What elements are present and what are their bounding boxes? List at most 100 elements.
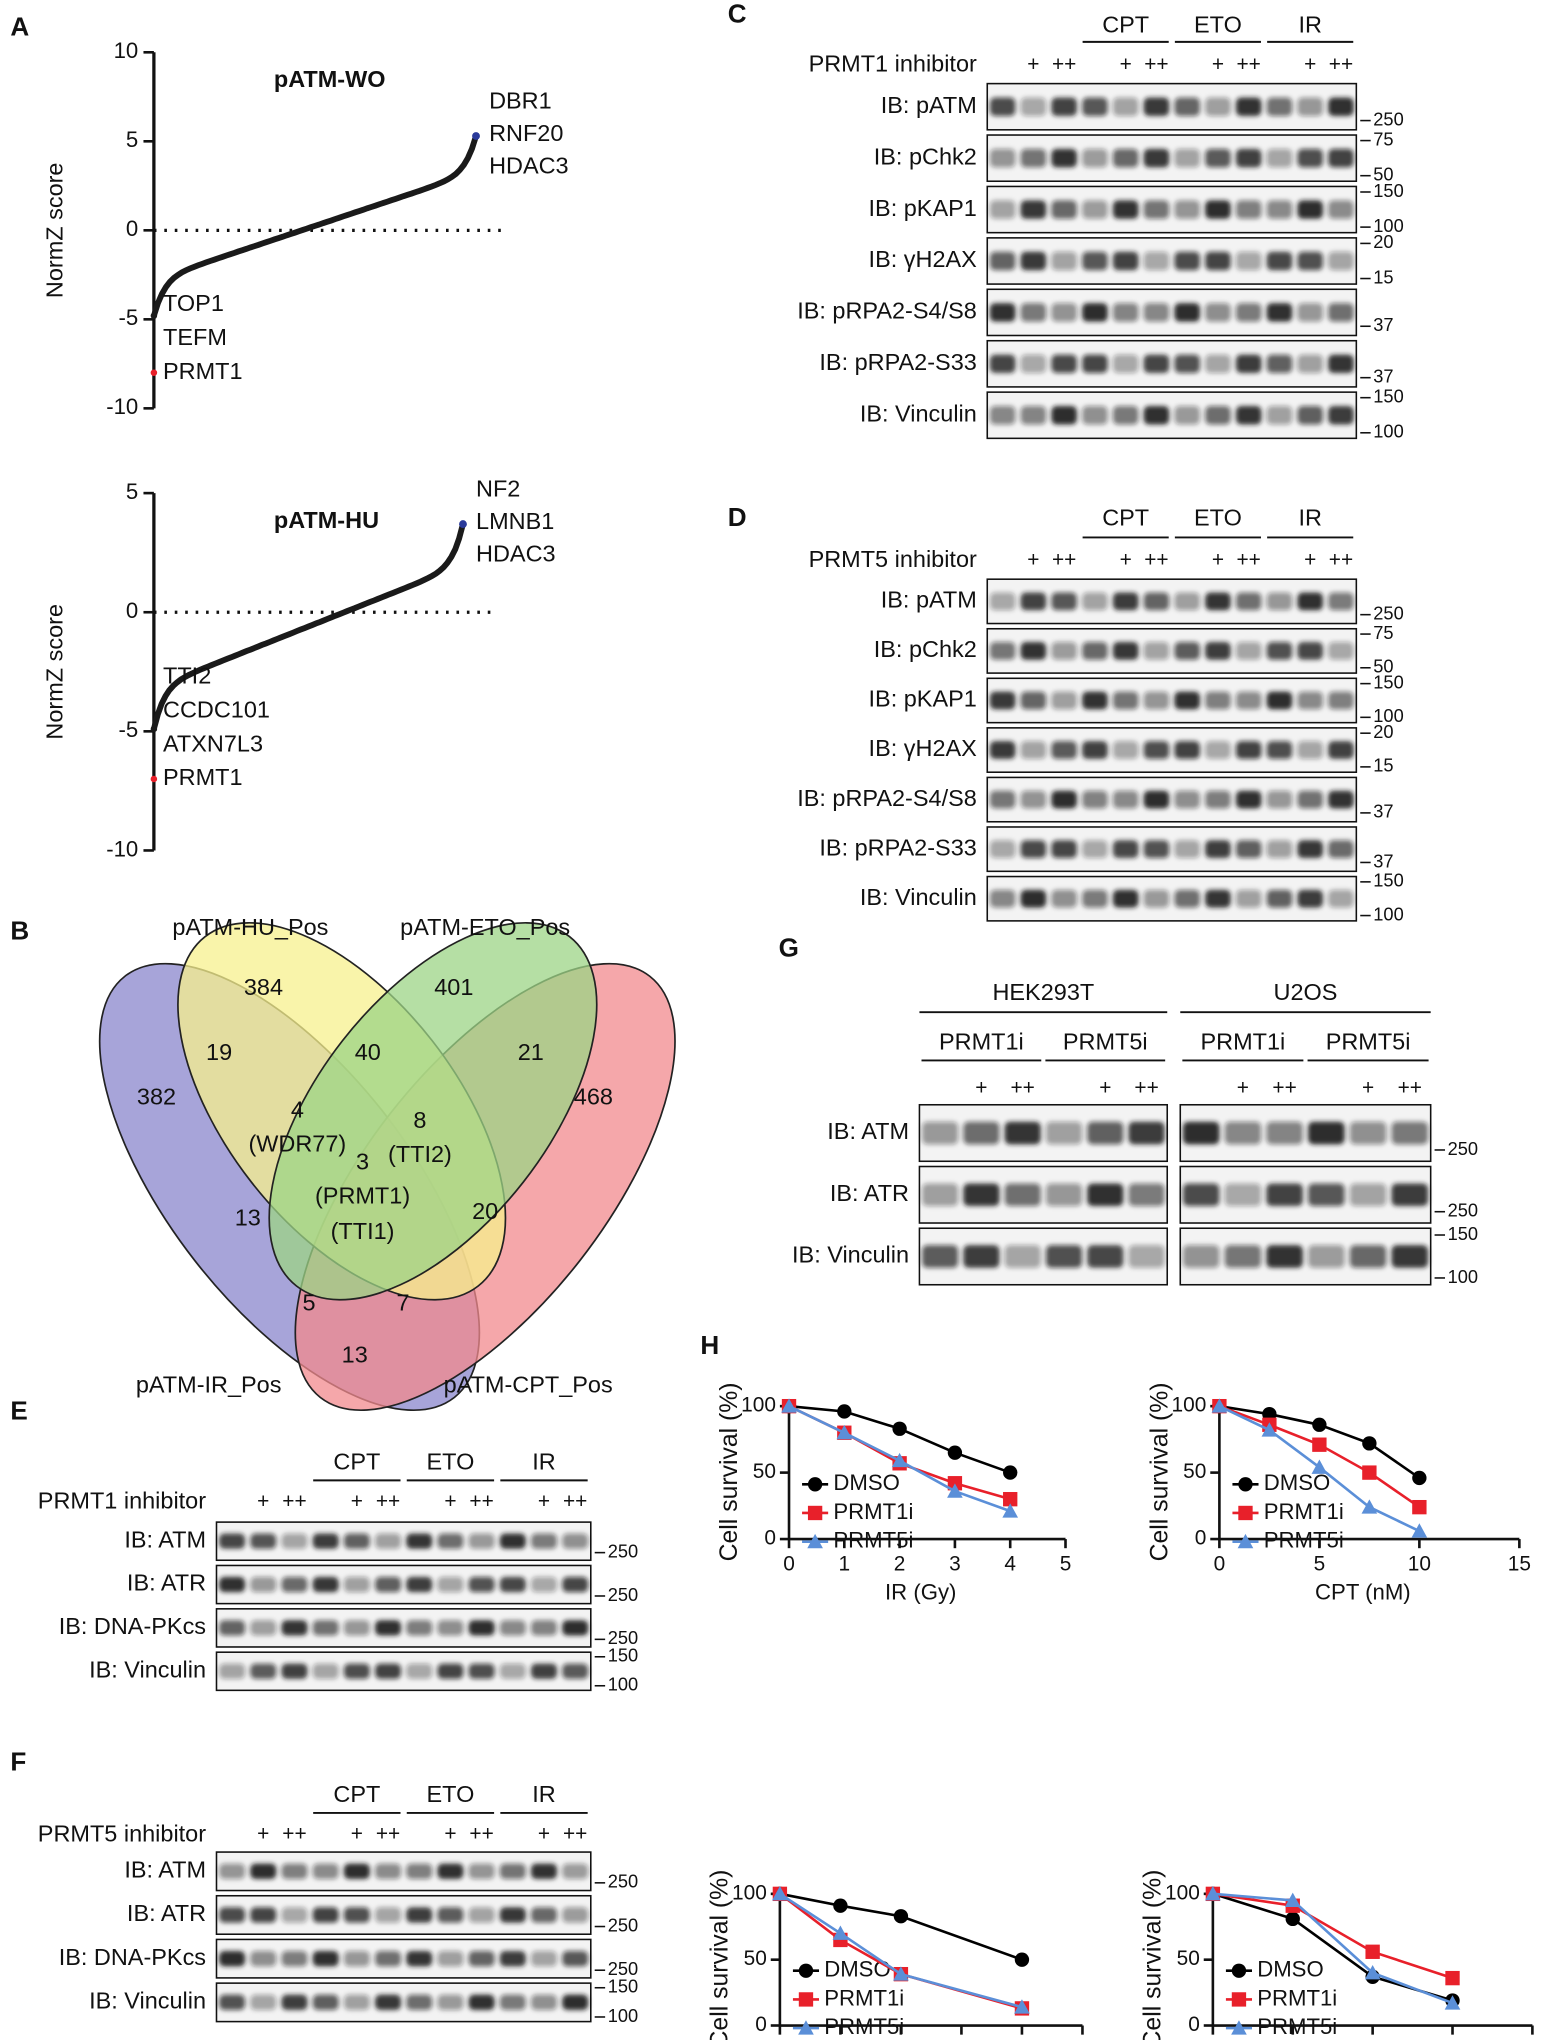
size-marker: 100 — [1373, 903, 1403, 924]
band — [1004, 1245, 1041, 1268]
band — [1235, 200, 1262, 219]
dose-label: ++ — [469, 1490, 493, 1513]
band — [343, 1907, 370, 1923]
band — [1045, 1183, 1083, 1207]
band — [1174, 200, 1200, 219]
band — [1112, 251, 1139, 271]
band — [1224, 1245, 1262, 1268]
band — [219, 1863, 246, 1879]
size-marker: 100 — [1373, 705, 1403, 726]
band — [1205, 840, 1231, 859]
blot-row-label: IB: ATR — [830, 1180, 909, 1206]
data-point — [1002, 1503, 1019, 1518]
data-point — [1412, 1499, 1427, 1515]
band — [1045, 1245, 1083, 1268]
band — [1020, 405, 1047, 425]
band — [989, 790, 1016, 809]
blot-row-label: IB: ATM — [124, 1526, 206, 1552]
band — [1051, 691, 1077, 710]
band — [1051, 840, 1077, 859]
blot-frame — [215, 1851, 592, 1892]
blot-row-label: IB: ATM — [124, 1856, 206, 1882]
band — [1082, 790, 1108, 809]
treatment-label: IR — [1298, 504, 1321, 530]
band — [1112, 405, 1139, 425]
band — [343, 1533, 370, 1549]
band — [1174, 592, 1200, 611]
legend-label: PRMT1i — [1257, 1985, 1337, 2010]
band — [1266, 592, 1293, 611]
band — [375, 1863, 402, 1879]
size-marker: 150 — [1448, 1223, 1478, 1244]
data-point — [1284, 1892, 1301, 1907]
cell-line-label: HEK293T — [992, 979, 1094, 1005]
band — [1235, 405, 1262, 425]
band — [1082, 251, 1108, 271]
band — [1235, 691, 1262, 710]
venn-count: 40 — [355, 1039, 381, 1065]
band — [312, 1533, 339, 1549]
band — [989, 840, 1016, 859]
band — [1020, 148, 1047, 168]
legend-marker — [798, 2020, 814, 2035]
band — [531, 1576, 557, 1593]
size-marker: 100 — [1448, 1266, 1478, 1287]
dose-label: + — [444, 1823, 456, 1846]
dose-label: + — [1212, 548, 1224, 571]
band — [1174, 889, 1200, 908]
band — [281, 1620, 308, 1636]
band — [1235, 354, 1262, 374]
venn-count: 382 — [137, 1083, 176, 1109]
size-marker: 150 — [1373, 180, 1403, 201]
band — [312, 1950, 339, 1967]
panel-letter: G — [779, 932, 799, 962]
highlight-point — [150, 369, 158, 377]
series-line — [779, 1892, 1023, 2009]
band — [1235, 592, 1262, 611]
data-point — [1003, 1492, 1018, 1507]
band — [468, 1950, 495, 1967]
dose-label: + — [538, 1823, 550, 1846]
band — [1266, 97, 1293, 116]
band — [562, 1663, 589, 1679]
band — [1082, 303, 1108, 322]
y-tick-label: 100 — [732, 1881, 767, 1904]
band — [468, 1620, 495, 1636]
treatment-label: ETO — [1194, 504, 1242, 530]
band — [219, 1950, 246, 1967]
blot-frame — [918, 1103, 1169, 1163]
band — [989, 354, 1016, 374]
legend-label: PRMT5i — [833, 1528, 913, 1553]
band — [1082, 889, 1108, 908]
band — [312, 1576, 339, 1593]
blot-row-label: IB: pATM — [881, 92, 977, 118]
dose-label: ++ — [1144, 53, 1168, 76]
band — [468, 1863, 495, 1879]
size-marker: 37 — [1373, 850, 1393, 871]
gene-label: RNF20 — [489, 120, 563, 146]
band — [1143, 889, 1170, 908]
venn-count: 4 — [291, 1096, 304, 1122]
panel-letter: B — [10, 916, 29, 946]
legend-label: DMSO — [833, 1470, 899, 1495]
band — [1112, 148, 1139, 168]
dose-label: ++ — [1052, 53, 1076, 76]
band — [1143, 200, 1170, 219]
venn-gene: (PRMT1) — [315, 1183, 410, 1209]
band — [989, 741, 1016, 759]
treatment-label: ETO — [1194, 11, 1242, 37]
band — [499, 1576, 526, 1593]
band — [499, 1950, 526, 1967]
band — [1174, 303, 1200, 322]
blot-frame — [215, 1564, 592, 1605]
x-tick-label: 2 — [894, 1553, 906, 1576]
panel-letter: C — [728, 0, 747, 29]
size-marker: 250 — [1448, 1138, 1478, 1159]
y-tick-label: 100 — [1165, 1881, 1200, 1904]
band — [1174, 148, 1200, 168]
band — [1020, 840, 1047, 859]
legend-marker — [1231, 2020, 1247, 2035]
band — [1174, 642, 1200, 660]
venn-eto — [268, 921, 598, 1301]
panel-letter: E — [10, 1395, 27, 1425]
